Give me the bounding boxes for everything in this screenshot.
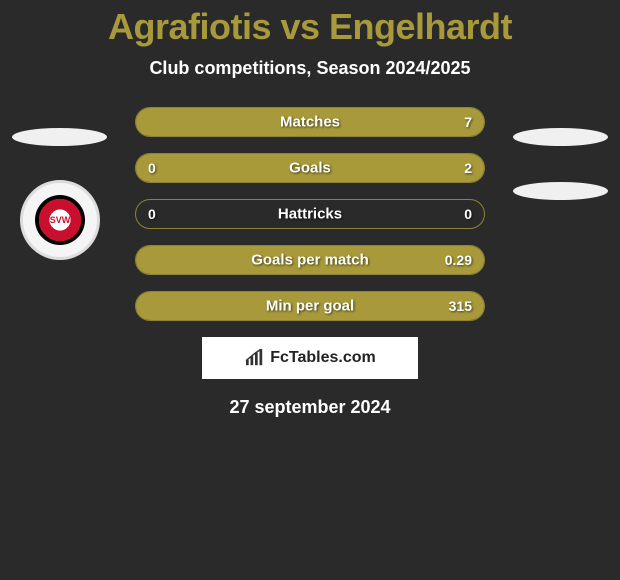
stat-label: Hattricks xyxy=(278,206,342,223)
stat-row: Goals per match 0.29 xyxy=(135,245,485,275)
club-badge-left xyxy=(20,180,100,260)
stat-value-right: 2 xyxy=(464,160,472,176)
player-slot-left xyxy=(12,128,107,146)
stat-row: Min per goal 315 xyxy=(135,291,485,321)
stat-row: 0 Goals 2 xyxy=(135,153,485,183)
stat-label: Min per goal xyxy=(266,298,354,315)
stat-value-right: 7 xyxy=(464,114,472,130)
stat-row: 0 Hattricks 0 xyxy=(135,199,485,229)
stat-value-right: 0 xyxy=(464,206,472,222)
stat-value-right: 0.29 xyxy=(445,252,472,268)
brand-text: FcTables.com xyxy=(270,349,376,367)
page-subtitle: Club competitions, Season 2024/2025 xyxy=(0,58,620,79)
player-slot-right-2 xyxy=(513,182,608,200)
stat-value-left: 0 xyxy=(148,206,156,222)
stat-value-left: 0 xyxy=(148,160,156,176)
stat-label: Matches xyxy=(280,114,340,131)
stat-label: Goals per match xyxy=(251,252,369,269)
bars-logo-icon xyxy=(244,349,266,367)
club-badge-icon xyxy=(35,195,85,245)
page-title: Agrafiotis vs Engelhardt xyxy=(0,6,620,48)
stat-row: Matches 7 xyxy=(135,107,485,137)
stat-value-right: 315 xyxy=(449,298,472,314)
player-slot-right-1 xyxy=(513,128,608,146)
comparison-bars: Matches 7 0 Goals 2 0 Hattricks 0 Goals per matc… xyxy=(135,107,485,321)
date-label: 27 september 2024 xyxy=(0,397,620,418)
stat-label: Goals xyxy=(289,160,331,177)
brand-box: FcTables.com xyxy=(202,337,418,379)
